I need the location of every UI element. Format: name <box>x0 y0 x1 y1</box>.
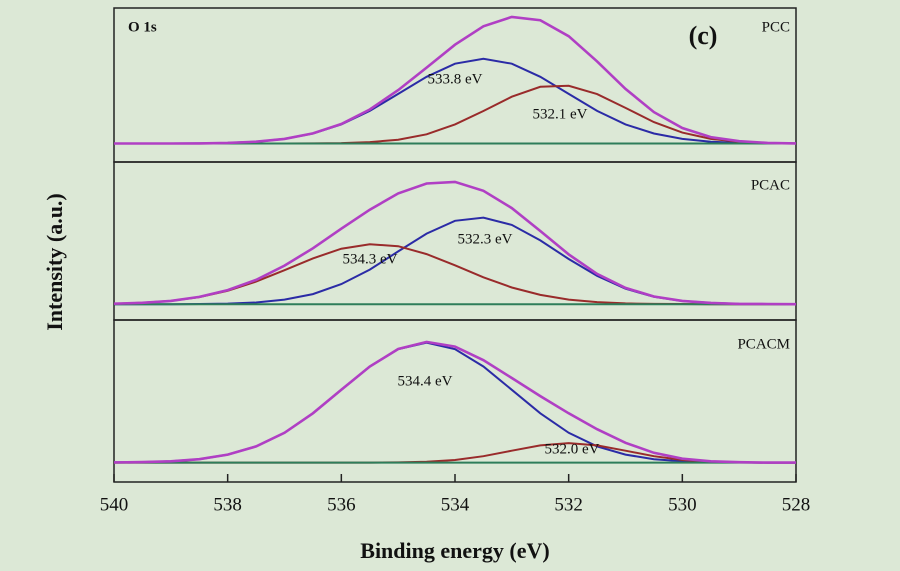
panel-label: PCACM <box>737 336 790 352</box>
spectrum-line <box>113 180 797 306</box>
y-axis-label: Intensity (a.u.) <box>42 193 67 331</box>
panel-label: PCC <box>762 19 790 35</box>
x-tick-label: 540 <box>100 494 129 515</box>
spectrum-line <box>114 84 797 145</box>
panel-label: PCAC <box>751 177 790 193</box>
x-tick-label: 536 <box>327 494 356 515</box>
annotation: 532.0 eV <box>545 441 600 457</box>
x-axis-label: Binding energy (eV) <box>360 538 549 563</box>
panel-frame <box>113 161 797 321</box>
annotation: 534.4 eV <box>398 373 453 389</box>
x-tick-label: 534 <box>441 494 470 515</box>
spectrum-line <box>113 341 796 464</box>
x-tick-label: 530 <box>668 494 697 515</box>
x-tick-label: 528 <box>782 494 811 515</box>
annotation: 532.1 eV <box>533 106 588 122</box>
annotation: 534.3 eV <box>343 251 398 267</box>
x-tick-label: 532 <box>554 494 583 515</box>
spectrum-line <box>113 340 796 464</box>
spectrum-line <box>114 15 797 145</box>
annotation: 533.8 eV <box>428 71 483 87</box>
annotation: (c) <box>689 21 718 50</box>
spectrum-line <box>113 243 796 306</box>
annotation: 532.3 eV <box>458 231 513 247</box>
annotation: O 1s <box>128 19 157 35</box>
x-tick-label: 538 <box>213 494 242 515</box>
spectrum-line <box>114 216 797 306</box>
